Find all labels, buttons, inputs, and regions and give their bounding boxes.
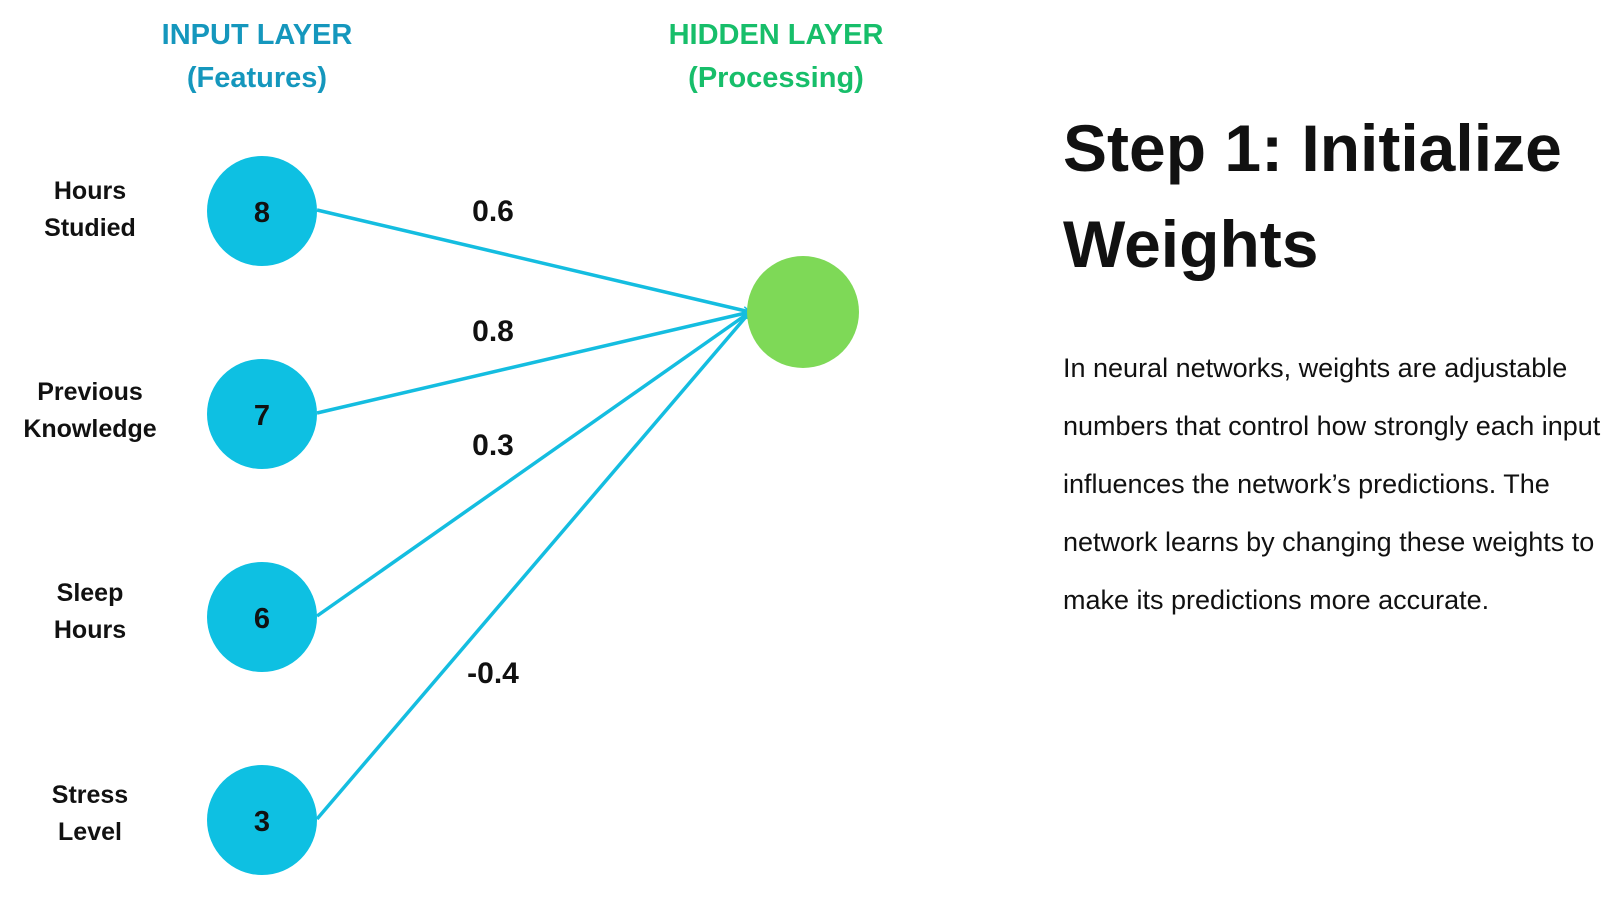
feature-label-line: Hours [53,177,127,205]
input-layer-title-main: INPUT LAYER [161,19,353,51]
hidden-layer-title: HIDDEN LAYER (Processing) [596,14,956,100]
input-node-stress-level [207,765,317,875]
edge-sleep-hours [315,310,750,618]
feature-label-hours-studied: Hours Studied [0,173,180,247]
feature-label-line: Sleep [56,579,124,607]
feature-label-line: Stress [51,781,129,809]
input-node-previous-knowledge [207,359,317,469]
hidden-layer-title-main: HIDDEN LAYER [668,19,884,51]
feature-label-previous-knowledge: Previous Knowledge [0,374,180,448]
edge-hours-studied [316,208,750,312]
weight-label-previous-knowledge: 0.8 [472,315,514,348]
edge-stress-level [315,312,750,821]
step-description: In neural networks, weights are adjustab… [1063,353,1601,615]
feature-label-line: Hours [53,616,127,644]
feature-label-line: Studied [44,214,136,242]
weight-label-hours-studied: 0.6 [472,195,514,228]
hidden-node [747,256,859,368]
input-value-hours-studied: 8 [254,197,270,229]
feature-label-line: Knowledge [23,415,157,443]
input-layer-title: INPUT LAYER (Features) [77,14,437,100]
hidden-layer-title-sub: (Processing) [688,62,864,94]
feature-label-stress-level: Stress Level [0,777,180,851]
weight-label-sleep-hours: 0.3 [472,429,514,462]
weight-label-stress-level: -0.4 [467,657,519,690]
feature-label-line: Previous [37,378,143,406]
edge-previous-knowledge [316,312,750,415]
input-layer-title-sub: (Features) [186,62,328,94]
feature-label-sleep-hours: Sleep Hours [0,575,180,649]
input-value-stress-level: 3 [254,806,270,838]
input-value-previous-knowledge: 7 [254,400,270,432]
feature-label-line: Level [58,818,122,846]
input-node-hours-studied [207,156,317,266]
input-value-sleep-hours: 6 [254,603,270,635]
step-title: Step 1: Initialize Weights [1063,111,1562,281]
input-node-sleep-hours [207,562,317,672]
